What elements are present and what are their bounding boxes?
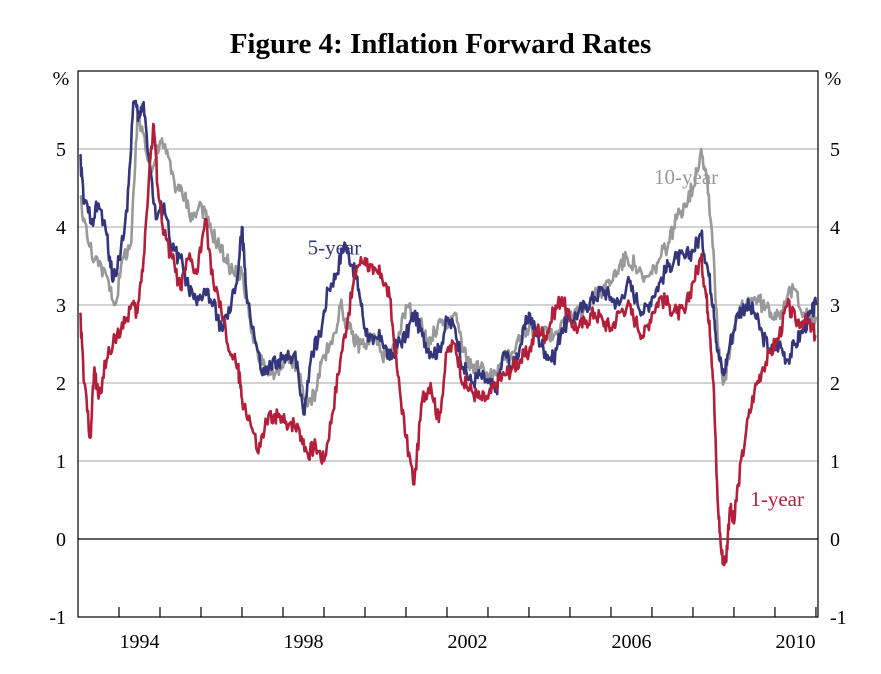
x-tick-label-1998: 1998 (283, 631, 323, 653)
y-tick-label-right--1: -1 (830, 607, 847, 629)
y-tick-label-left-4: 4 (56, 217, 66, 239)
y-unit-left: % (53, 68, 70, 90)
y-tick-label-right-5: 5 (830, 139, 840, 161)
plot-frame (77, 70, 819, 618)
x-tick-label-2006: 2006 (611, 631, 651, 653)
y-tick-label-right-0: 0 (830, 529, 840, 551)
y-tick-label-left--1: -1 (49, 607, 66, 629)
series-label-5-year: 5-year (308, 235, 362, 259)
x-axis-labels: 1994 1998 2002 2006 2010 (119, 631, 815, 653)
chart-title: Figure 4: Inflation Forward Rates (229, 28, 652, 60)
y-tick-label-left-5: 5 (56, 139, 66, 161)
x-tick-label-2002: 2002 (447, 631, 487, 653)
x-tick-label-1994: 1994 (119, 631, 159, 653)
series-labels: 10-year 5-year 1-year (308, 165, 804, 511)
y-unit-right: % (825, 68, 842, 90)
y-axis-right: -1 0 1 2 3 4 5 (830, 139, 847, 629)
series-label-10-year: 10-year (654, 165, 718, 189)
series-line-10-year (79, 110, 818, 408)
y-tick-label-left-2: 2 (56, 373, 66, 395)
y-tick-label-right-2: 2 (830, 373, 840, 395)
series-layer (78, 99, 818, 567)
y-tick-label-right-1: 1 (830, 451, 840, 473)
x-tick-label-2010: 2010 (775, 631, 815, 653)
y-tick-label-left-3: 3 (56, 295, 66, 317)
y-tick-label-left-1: 1 (56, 451, 66, 473)
y-tick-label-right-4: 4 (830, 217, 840, 239)
series-line-5-year (78, 99, 818, 416)
grid (78, 148, 818, 462)
y-tick-label-left-0: 0 (56, 529, 66, 551)
series-line-1-year (78, 122, 817, 567)
series-label-1-year: 1-year (750, 487, 804, 511)
x-axis-ticks (118, 607, 817, 617)
y-tick-label-right-3: 3 (830, 295, 840, 317)
y-axis-left: -1 0 1 2 3 4 5 (49, 139, 66, 629)
